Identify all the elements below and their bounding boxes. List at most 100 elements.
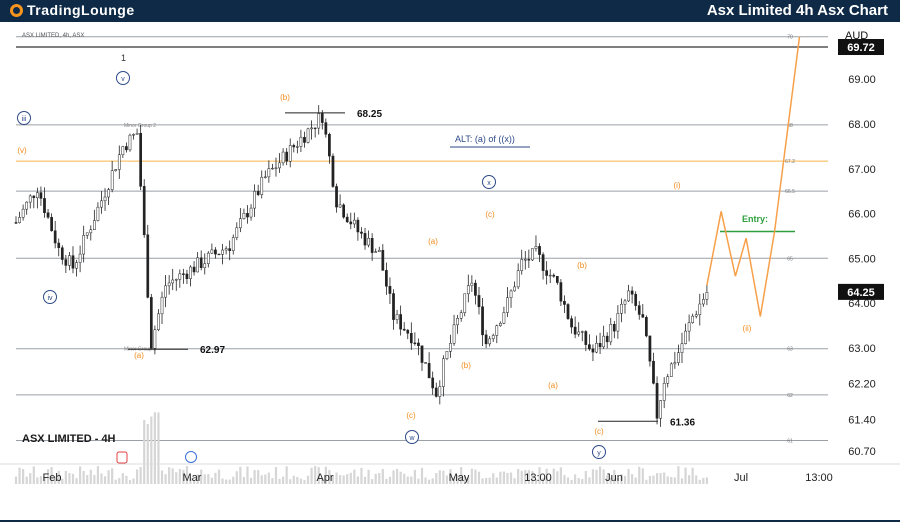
candle <box>641 304 645 318</box>
candle <box>167 275 171 295</box>
volume-bar <box>317 467 320 484</box>
level-tick-0: 70 <box>787 35 793 41</box>
candle <box>135 128 139 135</box>
volume-bar <box>616 478 619 484</box>
wave-label-orange-9: (a) <box>548 381 558 390</box>
projection-path <box>706 36 801 317</box>
candle <box>563 295 566 314</box>
volume-bar <box>203 474 206 484</box>
volume-bar <box>574 474 577 484</box>
candle <box>659 400 662 427</box>
volume-bar <box>534 479 538 484</box>
candle <box>36 187 39 209</box>
volume-bar <box>71 473 75 484</box>
volume-bar <box>246 466 249 484</box>
candle <box>142 179 146 238</box>
candle <box>630 286 634 304</box>
volume-bar <box>93 474 96 484</box>
volume-bar <box>50 467 53 484</box>
volume-bar <box>549 478 552 484</box>
volume-bar <box>32 466 35 484</box>
top-price-badge: 69.72 <box>838 39 884 56</box>
volume-bar <box>456 475 459 484</box>
candle <box>146 224 150 299</box>
candle <box>513 281 516 292</box>
brand-logo: TradingLounge <box>10 2 135 18</box>
volume-bar <box>381 468 384 484</box>
volume-bar <box>428 479 431 484</box>
candle <box>395 309 399 324</box>
volume-bar <box>39 476 43 484</box>
volume-bar <box>388 476 392 484</box>
volume-bar <box>698 479 701 484</box>
candle <box>281 148 285 166</box>
candle <box>349 212 353 230</box>
volume-bar <box>57 470 60 484</box>
candle <box>231 234 235 255</box>
volume-bar <box>29 473 32 484</box>
volume-bar <box>278 478 281 484</box>
volume-bar <box>598 466 602 484</box>
horizontal-levels: 70 68 67.2 66.5 65 63 62 61 Minor Group 2 Minor G… <box>16 35 828 445</box>
candle <box>477 287 481 315</box>
volume-bar <box>182 469 185 484</box>
candle <box>616 305 620 339</box>
event-marker-blue[interactable] <box>185 451 197 463</box>
wave-label-blue-x: x <box>482 175 496 189</box>
candle <box>310 120 313 140</box>
volume-bar <box>143 419 146 484</box>
volume-bar <box>680 478 684 484</box>
volume-bar <box>96 466 100 484</box>
candle <box>684 323 687 345</box>
volume-bar <box>570 479 573 484</box>
volume-bar <box>556 471 559 484</box>
volume-bar <box>289 479 292 484</box>
candle <box>210 243 214 255</box>
volume-bar <box>374 473 377 484</box>
y-tick-7: 62.20 <box>848 379 876 391</box>
candle <box>609 317 613 346</box>
price-marker-1: 62.97 <box>200 345 225 356</box>
volume-bar <box>481 478 484 484</box>
candle <box>331 153 335 188</box>
volume-bar <box>25 476 28 484</box>
candle <box>139 125 142 191</box>
volume-bar <box>54 476 57 484</box>
volume-bar <box>371 479 374 484</box>
candle <box>214 247 217 259</box>
candle <box>520 249 524 275</box>
volume-bar <box>403 473 406 484</box>
wave-label-blue-v: v <box>116 71 130 85</box>
volume-bar <box>356 476 359 484</box>
candle <box>324 118 328 138</box>
volume-bar <box>175 472 178 484</box>
volume-bar <box>196 474 199 484</box>
candle <box>317 105 321 135</box>
volume-bar <box>581 479 584 484</box>
volume-bar <box>89 469 92 484</box>
volume-bar <box>121 473 124 484</box>
candle <box>466 274 470 303</box>
volume-bar <box>666 476 669 484</box>
volume-bar <box>495 477 498 484</box>
x-tick-0: Feb <box>43 472 62 484</box>
event-marker-red[interactable] <box>116 451 128 464</box>
wave-label-orange-11: (i) <box>673 181 680 190</box>
candle <box>303 131 306 148</box>
candle <box>634 291 638 311</box>
candle <box>392 289 395 330</box>
volume-bar <box>506 472 509 484</box>
candle <box>406 329 410 340</box>
volume-bar <box>171 468 174 484</box>
candle <box>64 254 68 274</box>
volume-bar <box>267 472 270 484</box>
volume-bar <box>645 479 648 484</box>
price-chart[interactable]: 70 68 67.2 66.5 65 63 62 61 Minor Group 2 Minor G… <box>0 22 900 522</box>
volume-bar <box>684 467 687 484</box>
candle <box>598 332 602 355</box>
candle <box>160 291 164 324</box>
volume-bar <box>111 468 114 484</box>
volume-bar <box>631 474 634 484</box>
candle <box>71 246 75 274</box>
volume-bar <box>463 475 466 484</box>
